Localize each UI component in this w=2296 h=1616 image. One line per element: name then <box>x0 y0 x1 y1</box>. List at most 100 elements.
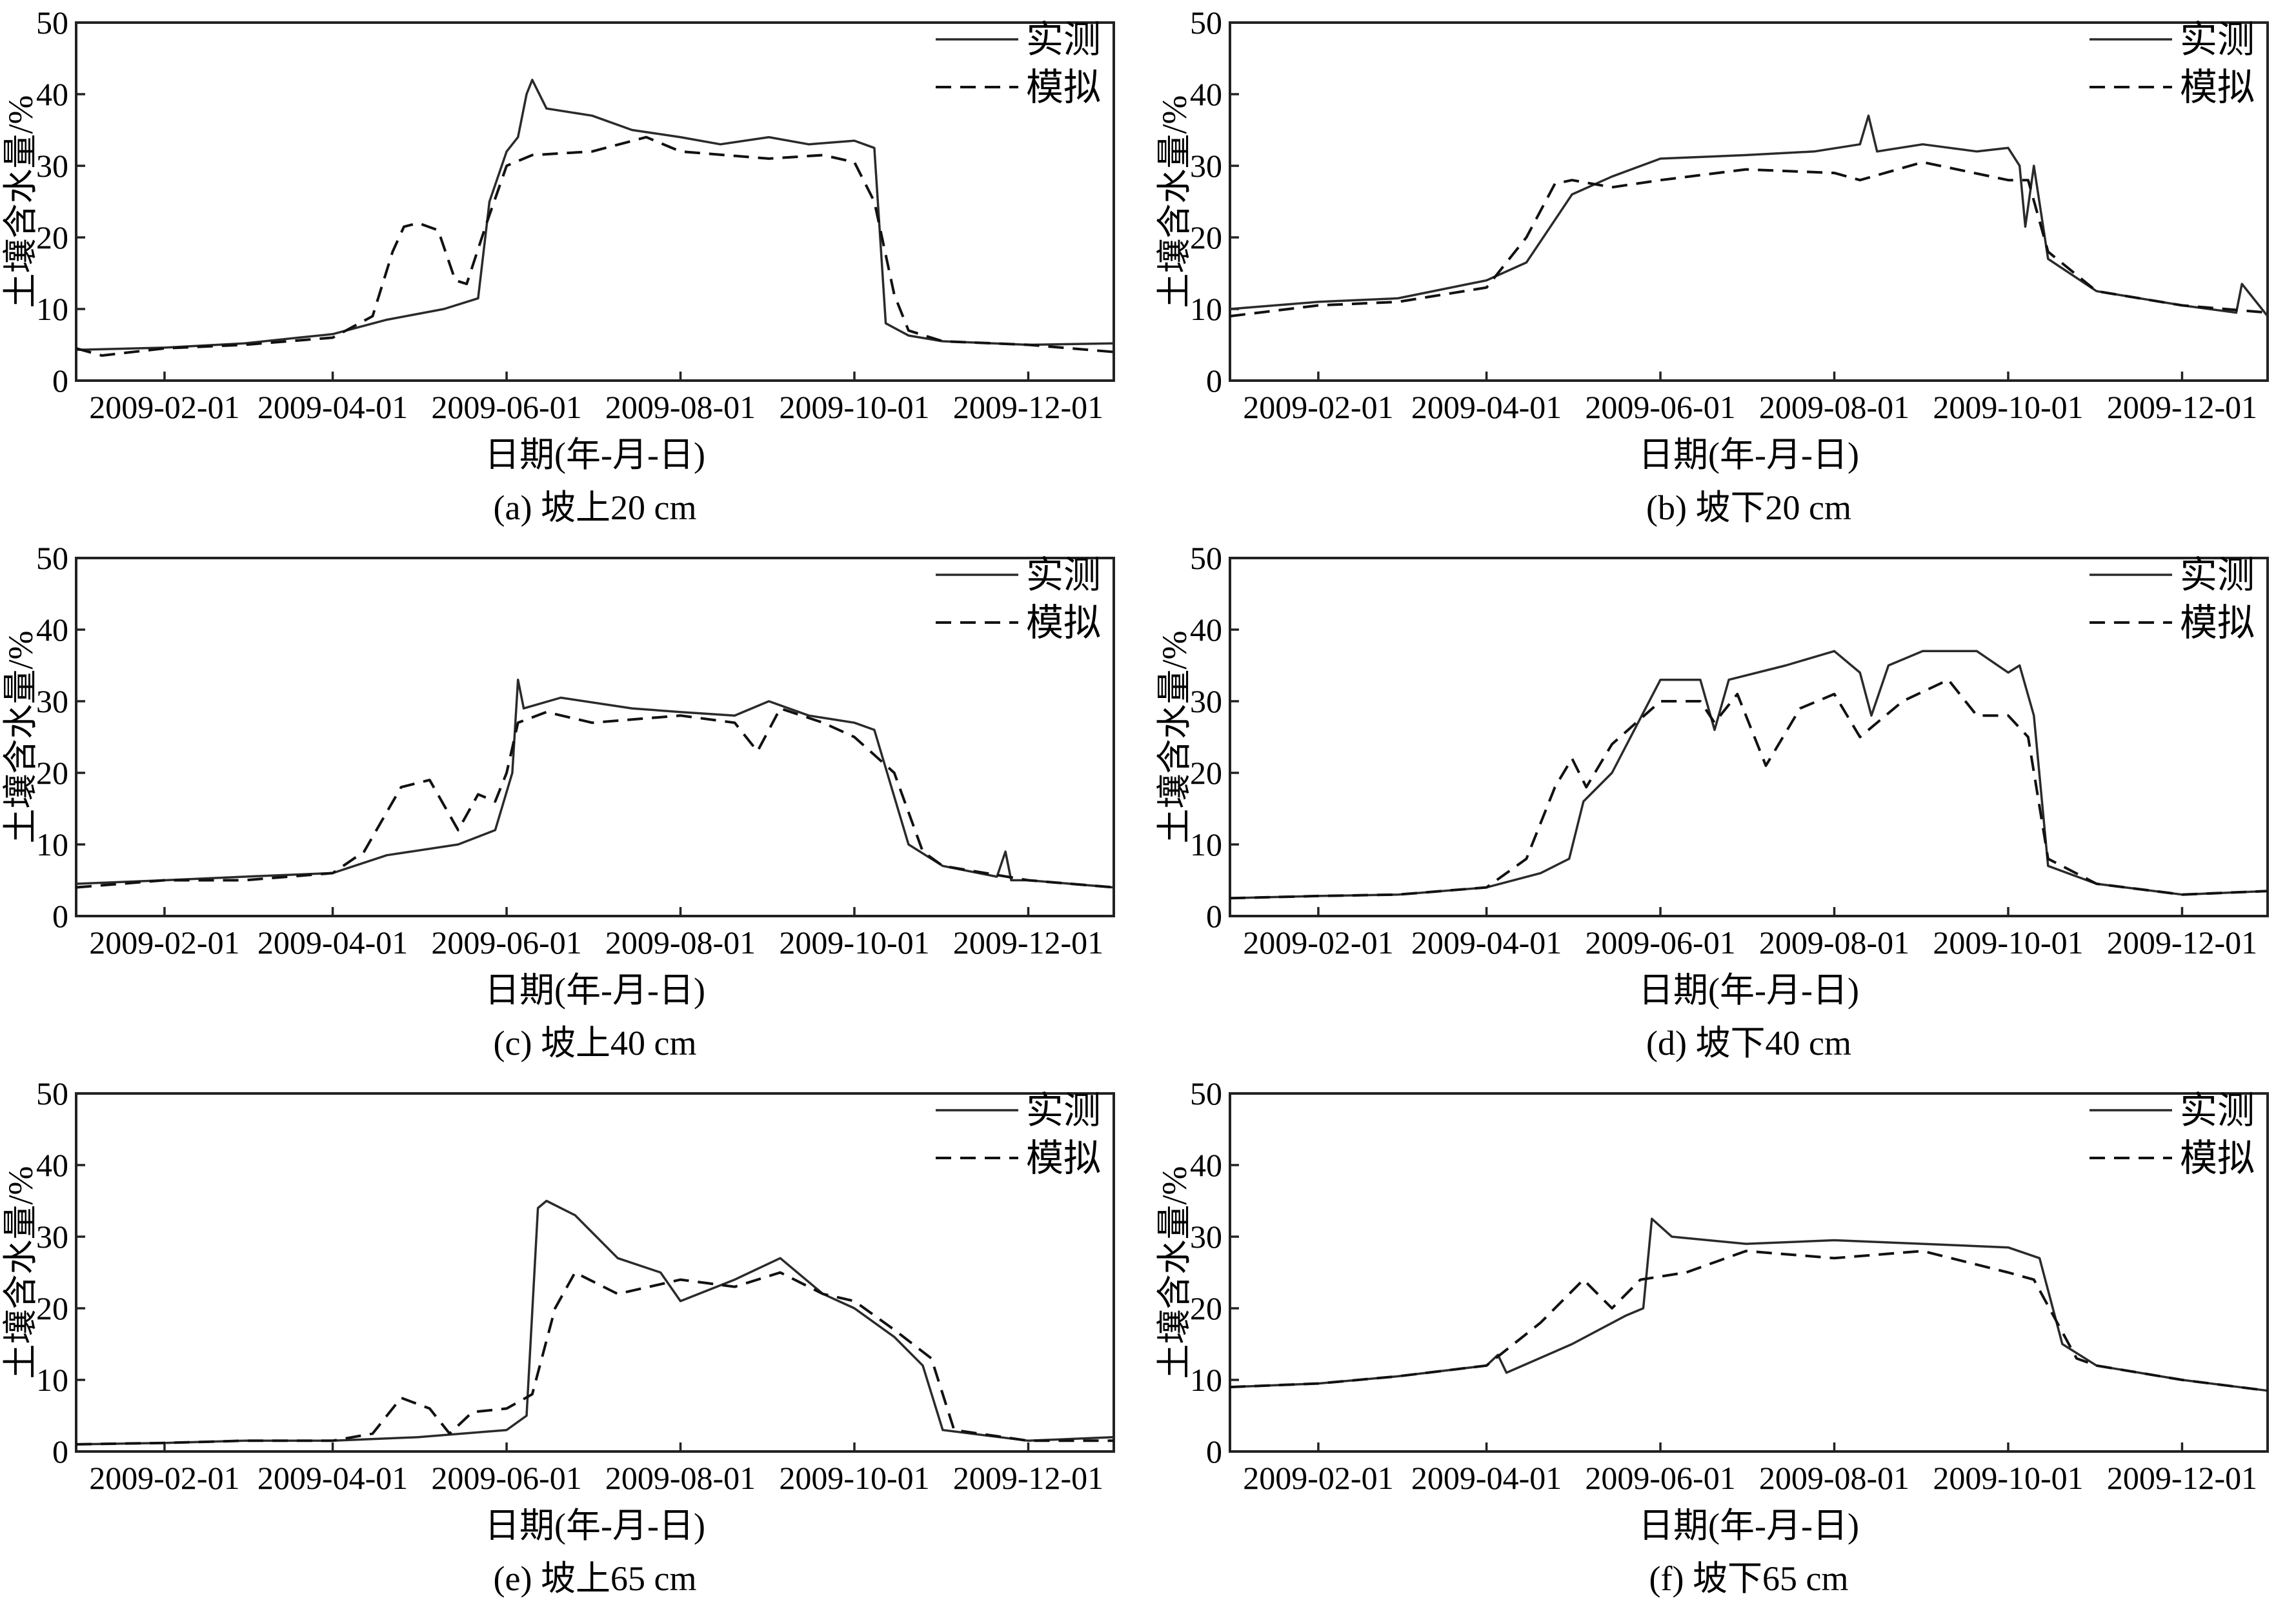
y-axis-title: 土壤含水量/% <box>1155 95 1194 308</box>
legend-label: 模拟 <box>1026 1137 1101 1179</box>
legend-label: 模拟 <box>1026 66 1101 108</box>
y-tick-label: 10 <box>1190 826 1222 863</box>
y-tick-label: 40 <box>36 1147 68 1183</box>
x-tick-label: 2009-10-01 <box>779 924 929 961</box>
legend-label: 实测 <box>1026 1090 1101 1132</box>
legend-label: 实测 <box>2180 554 2255 596</box>
x-tick-label: 2009-02-01 <box>89 389 239 425</box>
y-tick-label: 20 <box>36 1290 68 1326</box>
y-tick-label: 50 <box>1190 540 1222 576</box>
measured-series-line <box>1229 114 2269 317</box>
x-axis-title: 日期(年-月-日) <box>1638 1506 1859 1545</box>
measured-series-line <box>76 79 1114 352</box>
plot-frame <box>1229 557 2269 917</box>
y-tick-label: 20 <box>36 219 68 255</box>
legend-label: 实测 <box>1026 554 1101 596</box>
x-tick-label: 2009-06-01 <box>431 924 581 961</box>
y-tick-label: 0 <box>1206 1433 1222 1470</box>
simulated-series-line <box>76 135 1114 357</box>
x-tick-label: 2009-08-01 <box>605 1460 756 1496</box>
y-tick-label: 10 <box>36 291 68 327</box>
plot-frame <box>75 557 1115 917</box>
legend-label: 实测 <box>2180 1090 2255 1132</box>
x-tick-label: 2009-02-01 <box>1243 1460 1393 1496</box>
y-tick-label: 0 <box>52 898 68 934</box>
plot-frame <box>75 1092 1115 1453</box>
y-tick-label: 10 <box>1190 1362 1222 1398</box>
x-tick-label: 2009-08-01 <box>605 389 756 425</box>
simulated-series-line <box>76 707 1114 889</box>
x-tick-label: 2009-02-01 <box>89 924 239 961</box>
y-axis-title: 土壤含水量/% <box>1 631 40 844</box>
x-axis-title: 日期(年-月-日) <box>1638 435 1859 474</box>
x-tick-label: 2009-12-01 <box>2107 1460 2257 1496</box>
x-tick-label: 2009-04-01 <box>257 1460 408 1496</box>
y-tick-label: 20 <box>1190 219 1222 255</box>
x-tick-label: 2009-12-01 <box>953 924 1103 961</box>
measured-series-line <box>1229 650 2268 900</box>
y-tick-label: 50 <box>1190 5 1222 41</box>
x-tick-label: 2009-12-01 <box>2107 389 2257 425</box>
x-tick-label: 2009-04-01 <box>257 924 408 961</box>
simulated-series-line <box>1229 161 2268 318</box>
chart-panel-5: 0 10 20 30 40 50 2009-02-01 2009-04-01 2009-06-0… <box>1 1075 1115 1598</box>
panel-caption: (f) 坡下65 cm <box>1649 1559 1849 1598</box>
y-tick-label: 0 <box>1206 363 1222 399</box>
y-tick-label: 10 <box>36 826 68 863</box>
x-tick-label: 2009-08-01 <box>1759 1460 1909 1496</box>
simulated-series-line <box>1229 678 2268 900</box>
chart-panel-3: 0 10 20 30 40 50 2009-02-01 2009-04-01 2009-06-0… <box>1 540 1115 1062</box>
legend-label: 模拟 <box>2180 602 2255 644</box>
x-axis-title: 日期(年-月-日) <box>485 1506 705 1545</box>
y-tick-label: 10 <box>36 1362 68 1398</box>
measured-series-line <box>76 678 1114 889</box>
y-tick-label: 40 <box>36 612 68 648</box>
y-axis-title: 土壤含水量/% <box>1 1166 40 1379</box>
y-tick-label: 40 <box>36 76 68 112</box>
y-axis-title: 土壤含水量/% <box>1155 631 1194 844</box>
x-tick-label: 2009-08-01 <box>1759 389 1909 425</box>
legend-label: 模拟 <box>1026 602 1101 644</box>
x-tick-label: 2009-10-01 <box>1933 389 2083 425</box>
x-axis-title: 日期(年-月-日) <box>485 971 705 1010</box>
x-tick-label: 2009-08-01 <box>1759 924 1909 961</box>
x-axis-title: 日期(年-月-日) <box>485 435 705 474</box>
chart-panel-6: 0 10 20 30 40 50 2009-02-01 2009-04-01 2009-06-0… <box>1155 1075 2269 1598</box>
y-tick-label: 40 <box>1190 612 1222 648</box>
panel-caption: (c) 坡上40 cm <box>494 1024 697 1062</box>
x-axis-title: 日期(年-月-日) <box>1638 971 1859 1010</box>
y-tick-label: 30 <box>36 683 68 719</box>
y-tick-label: 0 <box>1206 898 1222 934</box>
y-tick-label: 50 <box>36 5 68 41</box>
y-tick-label: 30 <box>36 1219 68 1255</box>
y-tick-label: 40 <box>1190 1147 1222 1183</box>
y-tick-label: 50 <box>1190 1075 1222 1112</box>
y-tick-label: 30 <box>1190 148 1222 184</box>
x-tick-label: 2009-06-01 <box>1585 1460 1735 1496</box>
y-axis-title: 土壤含水量/% <box>1 95 40 308</box>
plot-frame <box>75 21 1115 382</box>
panel-caption: (a) 坡上20 cm <box>494 488 697 527</box>
x-tick-label: 2009-06-01 <box>431 1460 581 1496</box>
x-tick-label: 2009-04-01 <box>1411 924 1562 961</box>
simulated-series-line <box>76 1271 1114 1446</box>
x-tick-label: 2009-04-01 <box>1411 1460 1562 1496</box>
y-tick-label: 20 <box>36 755 68 791</box>
x-tick-label: 2009-04-01 <box>257 389 408 425</box>
x-tick-label: 2009-06-01 <box>1585 389 1735 425</box>
x-tick-label: 2009-02-01 <box>1243 389 1393 425</box>
x-tick-label: 2009-02-01 <box>1243 924 1393 961</box>
y-tick-label: 30 <box>1190 683 1222 719</box>
chart-panel-1: 0 10 20 30 40 50 2009-02-01 2009-04-01 2009-06-0… <box>1 5 1115 527</box>
y-tick-label: 50 <box>36 1075 68 1112</box>
measured-series-line <box>1229 1217 2268 1392</box>
x-tick-label: 2009-08-01 <box>605 924 756 961</box>
x-tick-label: 2009-06-01 <box>1585 924 1735 961</box>
legend-label: 实测 <box>2180 19 2255 61</box>
